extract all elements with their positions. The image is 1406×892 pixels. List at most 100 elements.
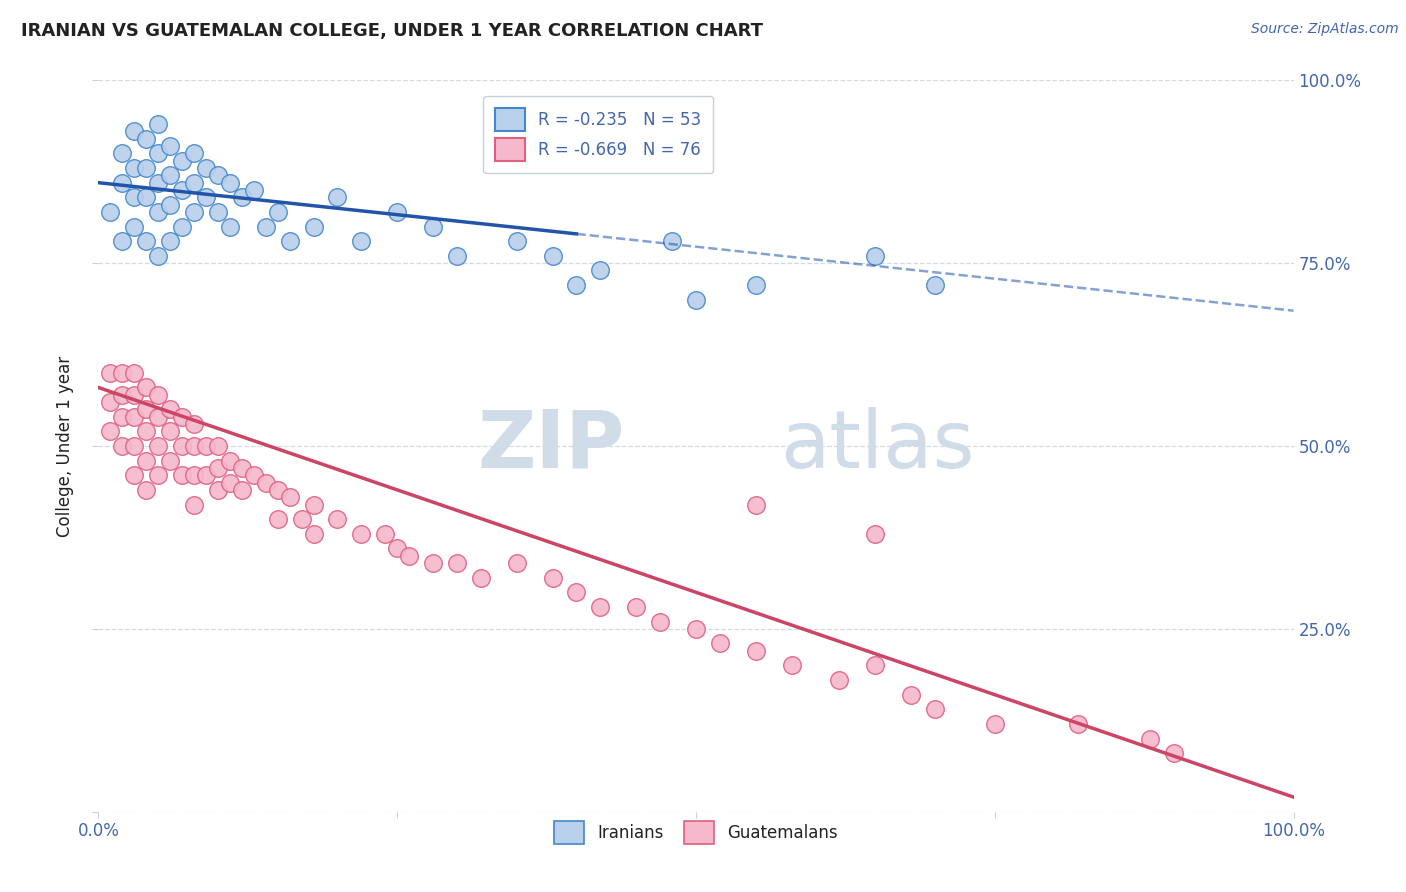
Point xyxy=(183,205,205,219)
Point xyxy=(422,556,444,570)
Point xyxy=(278,234,301,248)
Point xyxy=(195,468,218,483)
Point xyxy=(111,439,134,453)
Point xyxy=(350,234,373,248)
Point xyxy=(589,599,612,614)
Point xyxy=(984,717,1007,731)
Point xyxy=(111,409,134,424)
Point xyxy=(350,526,373,541)
Point xyxy=(506,556,529,570)
Point xyxy=(98,366,122,380)
Point xyxy=(302,219,325,234)
Point xyxy=(231,461,253,475)
Point xyxy=(1139,731,1161,746)
Point xyxy=(254,219,277,234)
Point xyxy=(159,453,181,467)
Point xyxy=(648,615,672,629)
Point xyxy=(626,599,648,614)
Text: ZIP: ZIP xyxy=(477,407,624,485)
Point xyxy=(709,636,731,650)
Point xyxy=(172,409,194,424)
Y-axis label: College, Under 1 year: College, Under 1 year xyxy=(56,355,75,537)
Text: atlas: atlas xyxy=(779,407,974,485)
Point xyxy=(398,549,420,563)
Point xyxy=(374,526,396,541)
Point xyxy=(124,190,146,204)
Point xyxy=(98,425,122,439)
Point xyxy=(148,205,170,219)
Point xyxy=(183,176,205,190)
Point xyxy=(541,571,564,585)
Point xyxy=(745,278,768,293)
Text: IRANIAN VS GUATEMALAN COLLEGE, UNDER 1 YEAR CORRELATION CHART: IRANIAN VS GUATEMALAN COLLEGE, UNDER 1 Y… xyxy=(21,22,763,40)
Point xyxy=(135,380,157,394)
Point xyxy=(159,425,181,439)
Point xyxy=(326,512,349,526)
Point xyxy=(135,453,157,467)
Point xyxy=(148,468,170,483)
Point xyxy=(470,571,492,585)
Point xyxy=(506,234,529,248)
Point xyxy=(148,439,170,453)
Point xyxy=(565,278,588,293)
Point xyxy=(124,388,146,402)
Point xyxy=(219,219,242,234)
Point xyxy=(159,197,181,211)
Point xyxy=(661,234,683,248)
Point xyxy=(135,132,157,146)
Point xyxy=(124,439,146,453)
Point xyxy=(183,146,205,161)
Point xyxy=(207,439,229,453)
Point xyxy=(183,439,205,453)
Point xyxy=(124,124,146,138)
Point xyxy=(183,417,205,431)
Point xyxy=(1163,746,1185,760)
Point xyxy=(159,234,181,248)
Point xyxy=(135,425,157,439)
Point xyxy=(207,205,229,219)
Point xyxy=(302,498,325,512)
Point xyxy=(865,526,887,541)
Point xyxy=(111,234,134,248)
Point xyxy=(98,205,122,219)
Point xyxy=(172,183,194,197)
Point xyxy=(111,146,134,161)
Point xyxy=(828,673,851,687)
Point xyxy=(135,190,157,204)
Point xyxy=(183,498,205,512)
Point xyxy=(148,409,170,424)
Point xyxy=(685,293,707,307)
Legend: Iranians, Guatemalans: Iranians, Guatemalans xyxy=(547,814,845,851)
Point xyxy=(685,622,707,636)
Point xyxy=(195,161,218,175)
Point xyxy=(135,402,157,417)
Point xyxy=(148,249,170,263)
Point xyxy=(231,190,253,204)
Point xyxy=(900,688,922,702)
Point xyxy=(111,366,134,380)
Point xyxy=(172,153,194,168)
Point xyxy=(745,644,768,658)
Point xyxy=(111,176,134,190)
Point xyxy=(243,183,266,197)
Point xyxy=(207,483,229,497)
Point xyxy=(172,439,194,453)
Text: Source: ZipAtlas.com: Source: ZipAtlas.com xyxy=(1251,22,1399,37)
Point xyxy=(219,475,242,490)
Point xyxy=(124,366,146,380)
Point xyxy=(565,585,588,599)
Point xyxy=(124,161,146,175)
Point xyxy=(385,541,409,556)
Point xyxy=(219,176,242,190)
Point xyxy=(219,453,242,467)
Point xyxy=(267,483,290,497)
Point xyxy=(446,249,468,263)
Point xyxy=(865,658,887,673)
Point xyxy=(278,490,301,504)
Point xyxy=(148,388,170,402)
Point xyxy=(302,526,325,541)
Point xyxy=(159,402,181,417)
Point xyxy=(385,205,409,219)
Point xyxy=(924,278,946,293)
Point xyxy=(446,556,468,570)
